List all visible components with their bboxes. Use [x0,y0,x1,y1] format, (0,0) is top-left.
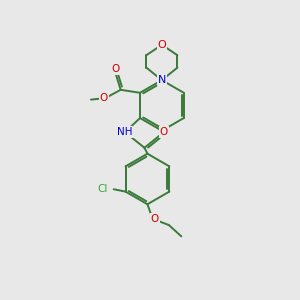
Text: NH: NH [117,127,133,137]
Text: N: N [158,75,166,85]
Text: O: O [100,93,108,103]
Text: O: O [160,127,168,137]
Text: O: O [151,214,159,224]
Text: Cl: Cl [98,184,108,194]
Text: O: O [158,40,166,50]
Text: O: O [111,64,119,74]
